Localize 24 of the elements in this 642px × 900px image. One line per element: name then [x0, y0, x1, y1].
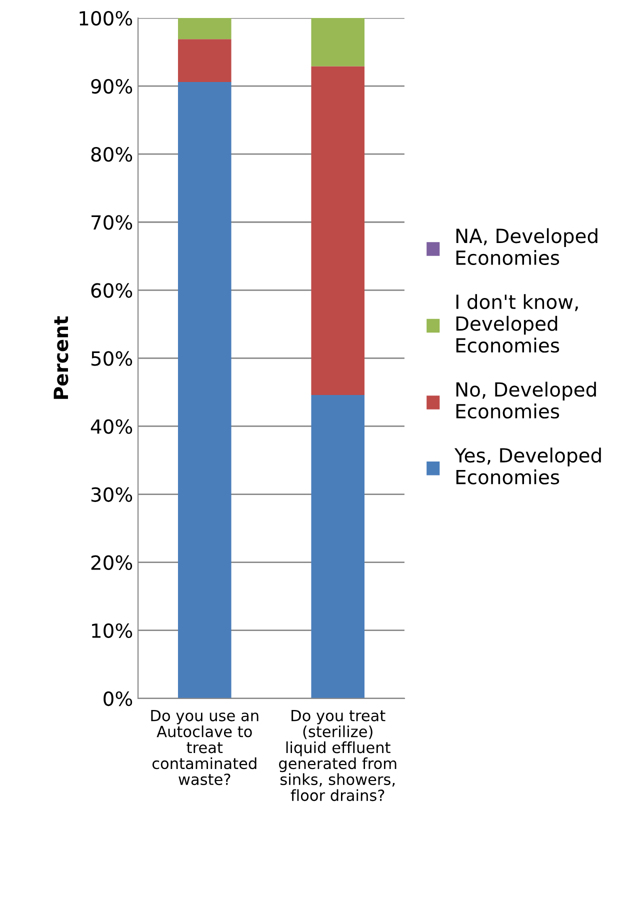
y-axis-title: Percent	[54, 316, 68, 399]
y-tick-label: 0%	[104, 691, 132, 706]
y-tick-label: 70%	[92, 215, 132, 230]
y-tick-label: 10%	[92, 623, 132, 638]
bar	[311, 18, 364, 66]
bar	[311, 394, 364, 698]
legend-label: NA, Developed Economies	[456, 228, 598, 266]
x-tick-label: Do you use an Autoclave to treat contaminated waste?	[151, 710, 258, 786]
legend-label: I don't know, Developed Economies	[456, 294, 578, 353]
y-tick-label: 20%	[91, 555, 132, 570]
y-tick-label: 50%	[91, 351, 132, 366]
y-tick-label: 100%	[80, 10, 132, 26]
y-tick-label: 60%	[91, 283, 132, 298]
y-tick-label: 40%	[90, 419, 132, 434]
bar	[311, 66, 364, 395]
bar	[178, 82, 232, 698]
y-tick-label: 80%	[91, 147, 132, 162]
bar	[178, 18, 232, 40]
legend-label: Yes, Developed Economies	[454, 448, 601, 484]
x-tick-label: Do you treat (sterilize) liquid effluent generated from sinks, showers, floor drains?	[279, 710, 396, 802]
bar	[178, 39, 232, 82]
legend-label: No, Developed Economies	[456, 382, 596, 419]
y-tick-label: 90%	[91, 78, 132, 94]
y-tick-label: 30%	[91, 487, 132, 502]
